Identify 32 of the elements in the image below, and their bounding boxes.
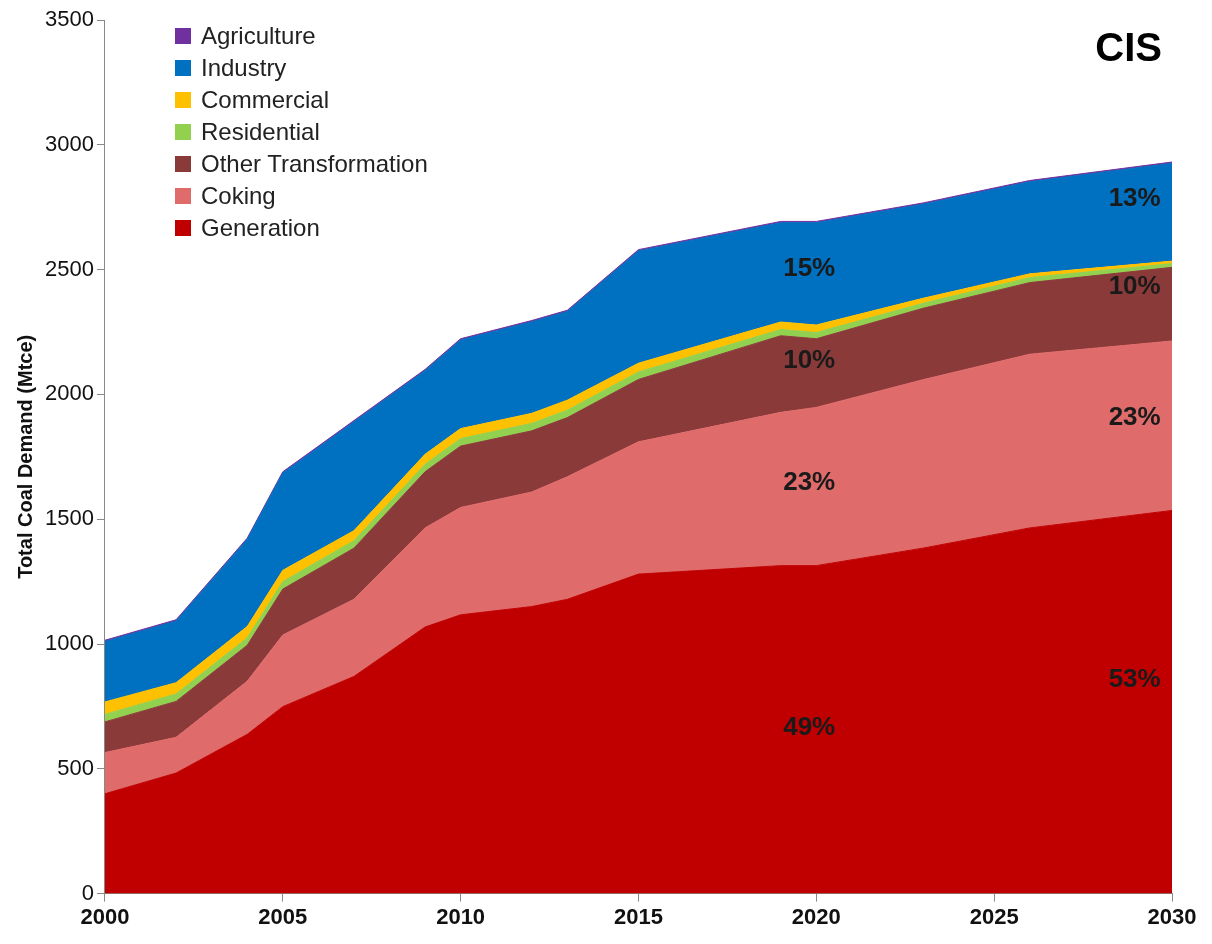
y-tick-label: 0 — [81, 879, 94, 905]
y-tick-label: 3500 — [44, 6, 94, 32]
x-tick-label: 2030 — [1147, 903, 1197, 929]
annotation: 13% — [1108, 182, 1161, 213]
annotation: 23% — [1108, 400, 1161, 431]
y-tick-label: 2500 — [44, 255, 94, 281]
legend-label: Commercial — [201, 85, 330, 115]
y-axis-title: Total Coal Demand (Mtce) — [13, 334, 36, 579]
x-tick-label: 2025 — [969, 903, 1019, 929]
annotation: 23% — [783, 466, 836, 497]
legend-label: Industry — [201, 53, 287, 83]
x-tick-label: 2005 — [258, 903, 308, 929]
annotation: 10% — [1108, 269, 1161, 300]
legend-label: Generation — [201, 213, 320, 243]
legend-label: Residential — [201, 117, 320, 147]
y-tick-label: 2000 — [44, 380, 94, 406]
y-tick-label: 500 — [57, 754, 94, 780]
annotation: 49% — [783, 710, 836, 741]
y-tick-label: 1000 — [44, 630, 94, 656]
legend-label: Other Transformation — [201, 149, 428, 179]
chart-title: CIS — [1095, 25, 1162, 70]
y-tick-label: 1500 — [44, 505, 94, 531]
x-tick-label: 2020 — [791, 903, 841, 929]
legend-label: Coking — [201, 181, 276, 211]
legend-label: Agriculture — [201, 21, 316, 51]
annotation: 15% — [783, 252, 836, 283]
x-tick-label: 2015 — [613, 903, 663, 929]
x-tick-label: 2000 — [80, 903, 130, 929]
annotation: 53% — [1108, 662, 1161, 693]
y-tick-label: 3000 — [44, 130, 94, 156]
annotation: 10% — [783, 343, 836, 374]
x-tick-label: 2010 — [436, 903, 486, 929]
